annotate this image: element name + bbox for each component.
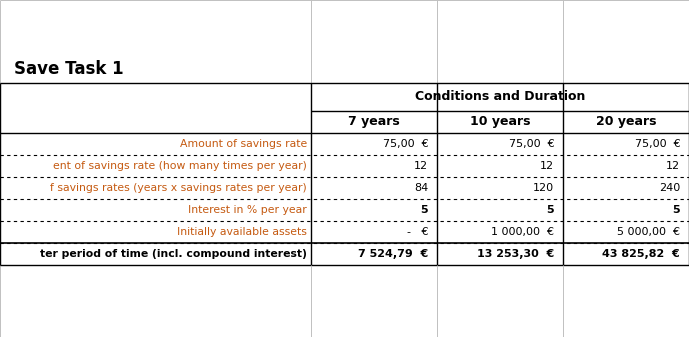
- Text: Save Task 1: Save Task 1: [14, 60, 123, 78]
- Text: 75,00  €: 75,00 €: [635, 139, 680, 149]
- Text: 75,00  €: 75,00 €: [382, 139, 428, 149]
- Text: 12: 12: [540, 161, 554, 171]
- Text: -   €: - €: [407, 227, 428, 237]
- Text: f savings rates (years x savings rates per year): f savings rates (years x savings rates p…: [50, 183, 307, 193]
- Text: ter period of time (incl. compound interest): ter period of time (incl. compound inter…: [40, 249, 307, 259]
- Text: 120: 120: [533, 183, 554, 193]
- Text: 5: 5: [672, 205, 680, 215]
- Text: 5: 5: [546, 205, 554, 215]
- Text: 43 825,82  €: 43 825,82 €: [602, 249, 680, 259]
- Text: ent of savings rate (how many times per year): ent of savings rate (how many times per …: [53, 161, 307, 171]
- Text: 12: 12: [666, 161, 680, 171]
- Text: 10 years: 10 years: [470, 116, 531, 128]
- Text: 7 years: 7 years: [348, 116, 400, 128]
- Text: 84: 84: [414, 183, 428, 193]
- Text: Interest in % per year: Interest in % per year: [188, 205, 307, 215]
- Text: Conditions and Duration: Conditions and Duration: [415, 91, 585, 103]
- Text: 12: 12: [414, 161, 428, 171]
- Text: 13 253,30  €: 13 253,30 €: [477, 249, 554, 259]
- Text: Initially available assets: Initially available assets: [177, 227, 307, 237]
- Text: 240: 240: [659, 183, 680, 193]
- Text: 20 years: 20 years: [596, 116, 656, 128]
- Text: 7 524,79  €: 7 524,79 €: [358, 249, 428, 259]
- Text: 5 000,00  €: 5 000,00 €: [617, 227, 680, 237]
- Text: 75,00  €: 75,00 €: [508, 139, 554, 149]
- Text: Amount of savings rate: Amount of savings rate: [180, 139, 307, 149]
- Text: 1 000,00  €: 1 000,00 €: [491, 227, 554, 237]
- Text: 5: 5: [420, 205, 428, 215]
